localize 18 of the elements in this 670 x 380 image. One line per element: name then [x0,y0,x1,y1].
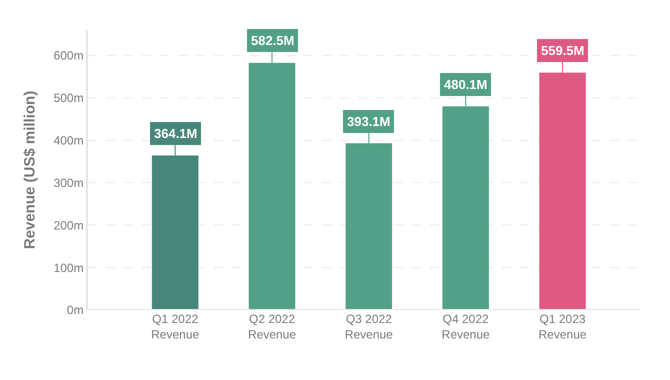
y-tick-label: 100m [54,260,84,275]
y-axis-title: Revenue (US$ million) [21,90,38,250]
data-label: 559.5M [541,43,584,58]
data-label: 480.1M [444,77,488,92]
y-tick-label: 300m [54,176,84,190]
y-tick-label: 0m [66,303,84,318]
x-tick-label: Q1 2022 Revenue [151,312,200,342]
y-tick-label: 400m [54,134,84,148]
y-tick-label: 600m [54,48,84,63]
x-tick-label: Q2 2022 Revenue [248,312,296,342]
y-tick-label: 200m [54,218,84,232]
x-tick-label: Q4 2022 Revenue [442,312,490,342]
x-tick-label: Q3 2022 Revenue [344,312,394,342]
x-tick-label: Q1 2023 Revenue [538,312,587,342]
y-tick-label: 500m [54,91,84,106]
data-label: 364.1M [154,126,198,141]
data-label: 582.5M [251,33,294,48]
data-label: 393.1M [347,114,390,129]
